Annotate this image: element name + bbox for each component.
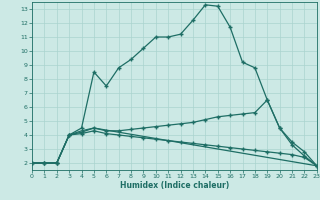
X-axis label: Humidex (Indice chaleur): Humidex (Indice chaleur): [120, 181, 229, 190]
